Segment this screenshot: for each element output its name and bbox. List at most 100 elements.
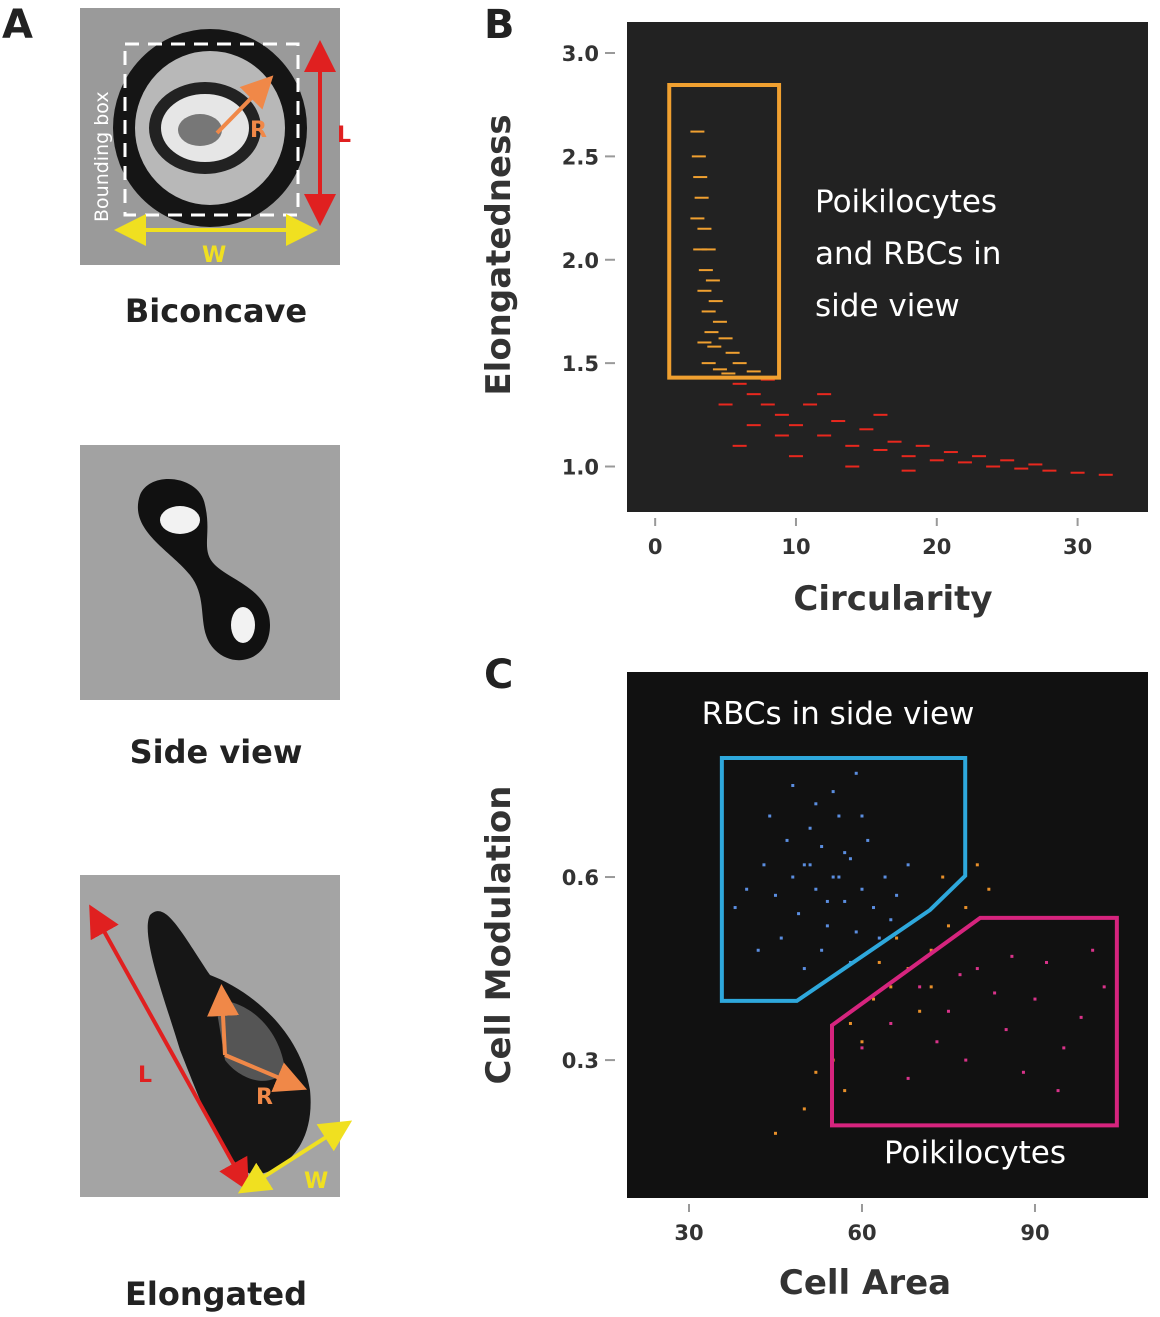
point xyxy=(808,863,812,867)
point xyxy=(1021,1070,1025,1074)
point xyxy=(975,967,979,971)
annotation: Poikilocytes xyxy=(884,1135,1066,1171)
r-label: R xyxy=(256,1085,273,1110)
point xyxy=(774,434,789,437)
point xyxy=(760,403,775,406)
point xyxy=(831,875,835,879)
point xyxy=(718,403,733,406)
point xyxy=(941,875,945,879)
y-tick-label: 0.3 xyxy=(562,1049,599,1073)
point xyxy=(958,973,962,977)
y-tick-label: 2.5 xyxy=(562,145,599,169)
point xyxy=(964,1058,968,1062)
point xyxy=(889,918,893,922)
annotation: RBCs in side view xyxy=(702,696,975,732)
point xyxy=(848,857,852,861)
point xyxy=(768,814,772,818)
point xyxy=(929,948,933,952)
point xyxy=(929,459,944,462)
point xyxy=(946,1009,950,1013)
point xyxy=(889,1021,893,1025)
point xyxy=(1042,469,1057,472)
point xyxy=(698,269,713,272)
point xyxy=(1014,467,1029,470)
point xyxy=(697,341,712,344)
point xyxy=(820,845,824,849)
point xyxy=(701,362,716,365)
x-tick-label: 30 xyxy=(1063,535,1092,559)
point xyxy=(797,912,801,916)
point xyxy=(785,838,789,842)
annotation: and RBCs in xyxy=(815,236,1001,272)
point xyxy=(817,434,832,437)
y-axis-title: Cell Modulation xyxy=(479,786,519,1085)
point xyxy=(774,413,789,416)
point xyxy=(721,372,736,375)
x-tick-label: 20 xyxy=(922,535,951,559)
y-tick-label: 1.0 xyxy=(562,456,599,480)
point xyxy=(918,985,922,989)
point xyxy=(901,469,916,472)
point xyxy=(1000,459,1015,462)
point xyxy=(803,403,818,406)
point xyxy=(929,985,933,989)
point xyxy=(1062,1046,1066,1050)
x-tick-label: 10 xyxy=(781,535,810,559)
point xyxy=(712,320,727,323)
point xyxy=(762,863,766,867)
l-label: L xyxy=(138,1063,152,1088)
point xyxy=(697,227,712,230)
point xyxy=(877,936,881,940)
point xyxy=(873,413,888,416)
point xyxy=(708,300,723,303)
point xyxy=(802,967,806,971)
point xyxy=(732,382,747,385)
point xyxy=(873,448,888,451)
plot-area xyxy=(627,672,1148,1198)
caption: Side view xyxy=(130,733,303,771)
point xyxy=(791,875,795,879)
point xyxy=(817,393,832,396)
point xyxy=(906,863,910,867)
point xyxy=(906,1076,910,1080)
point xyxy=(704,331,719,334)
caption: Elongated xyxy=(125,1275,307,1313)
point xyxy=(845,465,860,468)
point xyxy=(732,444,747,447)
point xyxy=(705,279,720,282)
plot-area xyxy=(627,22,1148,512)
point xyxy=(883,875,887,879)
point xyxy=(733,906,737,910)
point xyxy=(746,393,761,396)
annotation: Poikilocytes xyxy=(815,184,997,220)
panel-label: B xyxy=(484,2,515,48)
y-tick-label: 3.0 xyxy=(562,42,599,66)
annotation: side view xyxy=(815,288,960,324)
point xyxy=(837,814,841,818)
point xyxy=(889,985,893,989)
point xyxy=(814,887,818,891)
point xyxy=(887,440,902,443)
point xyxy=(1028,463,1043,466)
point xyxy=(972,455,987,458)
w-label: W xyxy=(304,1169,328,1194)
point xyxy=(808,826,812,830)
r-label: R xyxy=(250,118,267,143)
point xyxy=(935,1040,939,1044)
point xyxy=(918,1009,922,1013)
point xyxy=(854,771,858,775)
x-axis-title: Cell Area xyxy=(779,1263,951,1303)
point xyxy=(915,444,930,447)
point xyxy=(993,991,997,995)
point xyxy=(872,906,876,910)
point xyxy=(712,368,727,371)
point xyxy=(745,887,749,891)
point xyxy=(895,936,899,940)
point xyxy=(788,455,803,458)
point xyxy=(866,838,870,842)
point xyxy=(1102,985,1106,989)
point xyxy=(859,428,874,431)
gate xyxy=(719,756,968,1003)
point xyxy=(860,814,864,818)
